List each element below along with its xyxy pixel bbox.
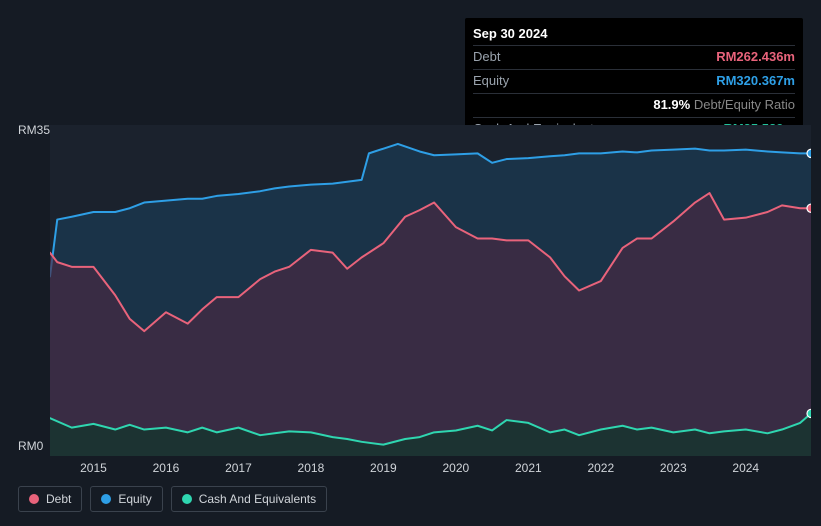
legend-dot-icon (29, 494, 39, 504)
tooltip-row: 81.9% Debt/Equity Ratio (473, 93, 795, 117)
legend-label: Cash And Equivalents (199, 492, 316, 506)
x-axis-tick: 2021 (515, 461, 542, 475)
chart-plot[interactable] (50, 125, 811, 456)
debt-equity-chart: { "tooltip": { "title": "Sep 30 2024", "… (0, 0, 821, 526)
chart-area: RM350m RM0 (18, 125, 811, 456)
legend-dot-icon (101, 494, 111, 504)
tooltip-row-value: RM262.436m (716, 49, 795, 66)
chart-svg (50, 125, 811, 456)
x-axis-tick: 2017 (225, 461, 252, 475)
x-axis-tick: 2018 (298, 461, 325, 475)
tooltip-date: Sep 30 2024 (473, 24, 795, 45)
x-axis-tick: 2019 (370, 461, 397, 475)
x-axis-tick: 2016 (153, 461, 180, 475)
legend-label: Equity (118, 492, 151, 506)
legend-dot-icon (182, 494, 192, 504)
legend-label: Debt (46, 492, 71, 506)
x-axis-tick: 2022 (587, 461, 614, 475)
tooltip-row-label: Debt (473, 49, 500, 66)
tooltip-row: Equity RM320.367m (473, 69, 795, 93)
x-axis: 2015 2016 2017 2018 2019 2020 2021 2022 2023 2024 (50, 461, 811, 476)
legend-item-debt[interactable]: Debt (18, 486, 82, 512)
chart-legend: Debt Equity Cash And Equivalents (18, 486, 327, 512)
x-axis-tick: 2015 (80, 461, 107, 475)
tooltip-row: Debt RM262.436m (473, 45, 795, 69)
tooltip-row-value: RM320.367m (716, 73, 795, 90)
x-axis-tick: 2020 (443, 461, 470, 475)
tooltip-row-value: 81.9% Debt/Equity Ratio (653, 97, 795, 114)
legend-item-equity[interactable]: Equity (90, 486, 162, 512)
tooltip-row-label: Equity (473, 73, 509, 90)
tooltip-row-label (473, 97, 477, 114)
x-axis-tick: 2024 (732, 461, 759, 475)
x-axis-tick: 2023 (660, 461, 687, 475)
legend-item-cash-and-equivalents[interactable]: Cash And Equivalents (171, 486, 327, 512)
